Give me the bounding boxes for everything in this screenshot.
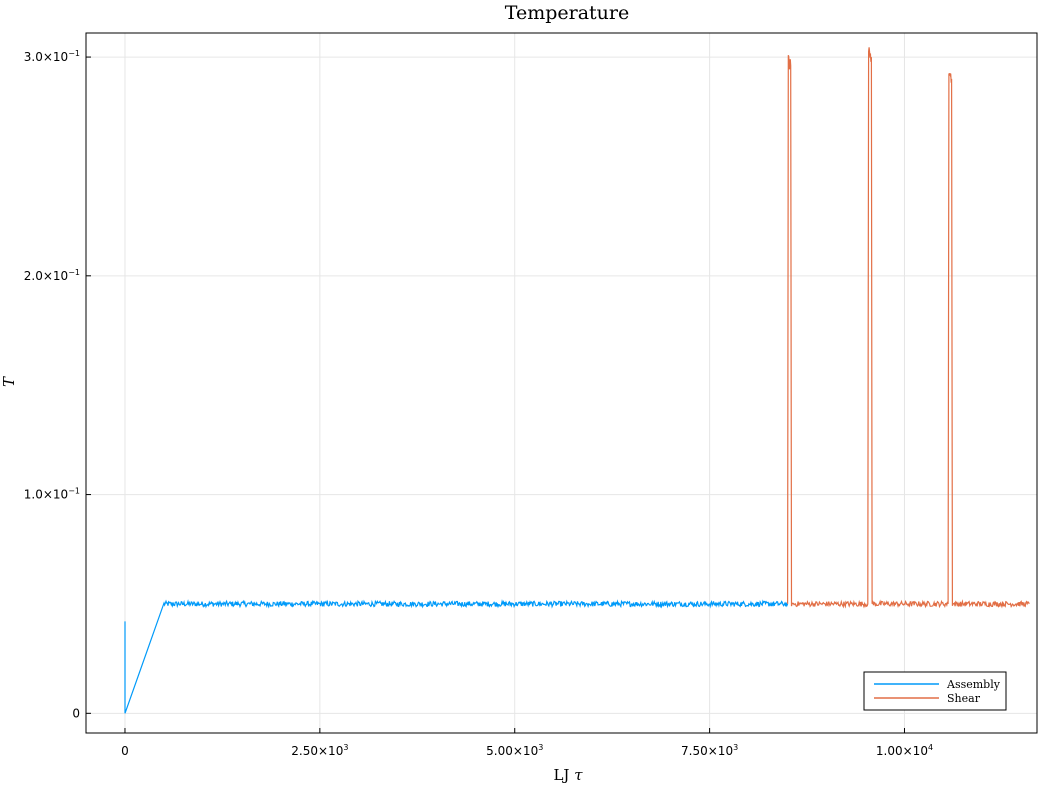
y-tick-label: 1.0×10−1: [24, 487, 80, 502]
chart-title: Temperature: [505, 2, 629, 24]
plot-frame: [85, 32, 1038, 734]
x-tick-label: 0: [121, 744, 129, 758]
x-tick-label: 2.50×103: [291, 743, 348, 758]
y-tick-label: 3.0×10−1: [24, 49, 80, 64]
series-line-assembly: [124, 599, 789, 714]
legend: Assembly Shear: [863, 671, 1007, 711]
y-tick-label: 0: [72, 706, 80, 720]
x-axis-label: LJ τ: [553, 766, 583, 784]
x-tick-label: 7.50×103: [681, 743, 738, 758]
legend-label-shear: Shear: [947, 692, 981, 705]
x-axis-label-main: LJ: [553, 766, 569, 784]
x-axis-label-symbol: τ: [574, 766, 583, 784]
y-axis-ticks: 0 1.0×10−1 2.0×10−1 3.0×10−1: [24, 49, 91, 720]
series-line-shear: [786, 47, 1030, 609]
x-tick-label: 1.00×104: [876, 743, 933, 758]
y-tick-label: 2.0×10−1: [24, 268, 80, 283]
x-tick-label: 5.00×103: [486, 743, 543, 758]
grid: [86, 33, 1037, 733]
legend-label-assembly: Assembly: [946, 678, 1001, 691]
y-axis-label: T: [0, 376, 18, 387]
legend-box: [863, 671, 1007, 711]
x-axis-ticks: 0 2.50×103 5.00×103 7.50×103 1.00×104: [121, 728, 933, 758]
plot-area: [124, 47, 1030, 714]
